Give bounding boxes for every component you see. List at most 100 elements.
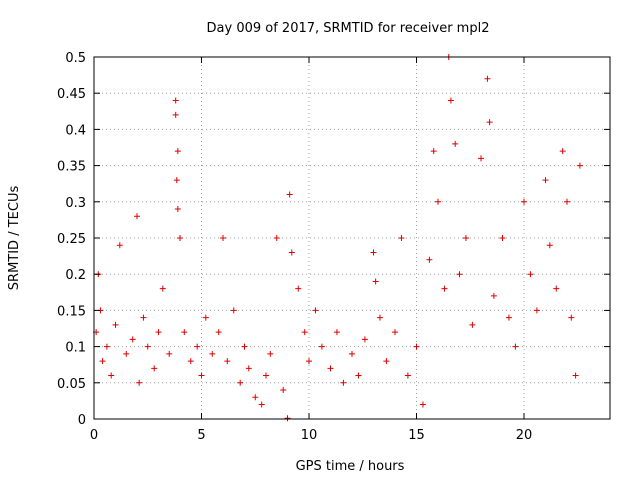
data-point bbox=[383, 358, 390, 365]
data-points bbox=[93, 54, 583, 422]
data-point bbox=[144, 343, 151, 350]
data-point bbox=[521, 198, 527, 205]
x-tick-label: 10 bbox=[301, 428, 318, 443]
data-point bbox=[108, 372, 115, 379]
y-tick-label: 0.05 bbox=[57, 377, 86, 392]
data-point bbox=[568, 314, 575, 321]
data-point bbox=[166, 350, 173, 357]
y-tick-label: 0.15 bbox=[57, 304, 86, 319]
data-point bbox=[273, 235, 280, 241]
data-point bbox=[484, 75, 491, 82]
data-point bbox=[469, 321, 476, 328]
data-point bbox=[355, 372, 362, 379]
data-point bbox=[318, 343, 325, 350]
data-point bbox=[398, 235, 405, 241]
x-tick-label: 5 bbox=[197, 428, 205, 443]
data-point bbox=[527, 271, 534, 278]
data-point bbox=[136, 379, 143, 386]
data-point bbox=[202, 314, 209, 321]
data-point bbox=[245, 365, 252, 372]
y-tick-label: 0.4 bbox=[65, 123, 86, 138]
data-point bbox=[533, 307, 540, 314]
y-tick-label: 0.2 bbox=[65, 268, 86, 283]
data-point bbox=[462, 235, 469, 241]
data-point bbox=[140, 314, 147, 321]
data-point bbox=[112, 321, 119, 328]
data-point bbox=[404, 372, 411, 379]
data-point bbox=[486, 119, 493, 126]
data-point bbox=[447, 97, 454, 104]
data-point bbox=[312, 307, 319, 314]
data-point bbox=[174, 206, 181, 213]
data-point bbox=[215, 329, 222, 336]
data-point bbox=[174, 148, 181, 155]
x-axis-label: GPS time / hours bbox=[296, 459, 405, 474]
data-point bbox=[478, 155, 484, 162]
data-point bbox=[370, 249, 377, 256]
chart-title: Day 009 of 2017, SRMTID for receiver mpl… bbox=[207, 21, 490, 36]
data-point bbox=[376, 314, 383, 321]
data-point bbox=[542, 177, 549, 184]
y-tick-label: 0.1 bbox=[65, 341, 86, 356]
data-point bbox=[173, 177, 180, 184]
data-point bbox=[361, 336, 368, 343]
y-axis-label: SRMTID / TECUs bbox=[7, 186, 22, 291]
data-point bbox=[181, 329, 188, 336]
data-point bbox=[456, 271, 463, 278]
data-point bbox=[159, 285, 166, 292]
data-point bbox=[187, 358, 194, 365]
data-point bbox=[134, 213, 140, 220]
data-point bbox=[430, 148, 437, 155]
data-point bbox=[301, 329, 308, 336]
grid-lines bbox=[94, 57, 610, 419]
y-tick-label: 0.25 bbox=[57, 232, 86, 247]
data-point bbox=[172, 97, 179, 104]
data-point bbox=[198, 372, 205, 379]
data-point bbox=[177, 235, 183, 241]
data-point bbox=[553, 285, 560, 292]
data-point bbox=[288, 249, 295, 256]
data-point bbox=[505, 314, 512, 321]
data-point bbox=[280, 387, 287, 394]
data-point bbox=[263, 372, 269, 379]
data-point bbox=[258, 401, 265, 408]
data-point bbox=[435, 198, 441, 205]
data-point bbox=[306, 358, 312, 365]
data-point bbox=[224, 358, 231, 365]
x-tick-label: 0 bbox=[90, 428, 98, 443]
data-point bbox=[572, 372, 579, 379]
data-point bbox=[220, 235, 226, 241]
data-point bbox=[546, 242, 553, 249]
data-point bbox=[372, 278, 379, 285]
data-point bbox=[155, 329, 162, 336]
data-point bbox=[490, 292, 497, 299]
data-point bbox=[340, 379, 347, 386]
data-point bbox=[252, 394, 259, 401]
plot-frame bbox=[93, 56, 611, 420]
data-point bbox=[295, 285, 302, 292]
data-point bbox=[452, 140, 459, 147]
y-tick-label: 0.5 bbox=[65, 51, 86, 66]
data-point bbox=[267, 350, 274, 357]
y-tick-label: 0.3 bbox=[65, 196, 86, 211]
data-point bbox=[241, 343, 248, 350]
x-tick-label: 20 bbox=[516, 428, 533, 443]
data-point bbox=[99, 358, 106, 365]
data-point bbox=[129, 336, 136, 343]
data-point bbox=[151, 365, 158, 372]
x-tick-label: 15 bbox=[408, 428, 425, 443]
data-point bbox=[237, 379, 244, 386]
data-point bbox=[349, 350, 355, 357]
y-tick-label: 0.35 bbox=[57, 160, 86, 175]
data-point bbox=[419, 401, 426, 408]
data-point bbox=[576, 162, 583, 169]
data-point bbox=[194, 343, 201, 350]
data-point bbox=[426, 256, 433, 263]
axis-ticks: 0 0.05 0.1 0.15 0.2 0.25 0.3 0.35 0.4 0.45 0.5 0 5 10… bbox=[57, 51, 610, 443]
y-tick-label: 0.45 bbox=[57, 87, 86, 102]
y-tick-label: 0 bbox=[78, 413, 86, 428]
data-point bbox=[392, 329, 398, 336]
data-point bbox=[286, 191, 293, 198]
data-point bbox=[284, 415, 291, 422]
